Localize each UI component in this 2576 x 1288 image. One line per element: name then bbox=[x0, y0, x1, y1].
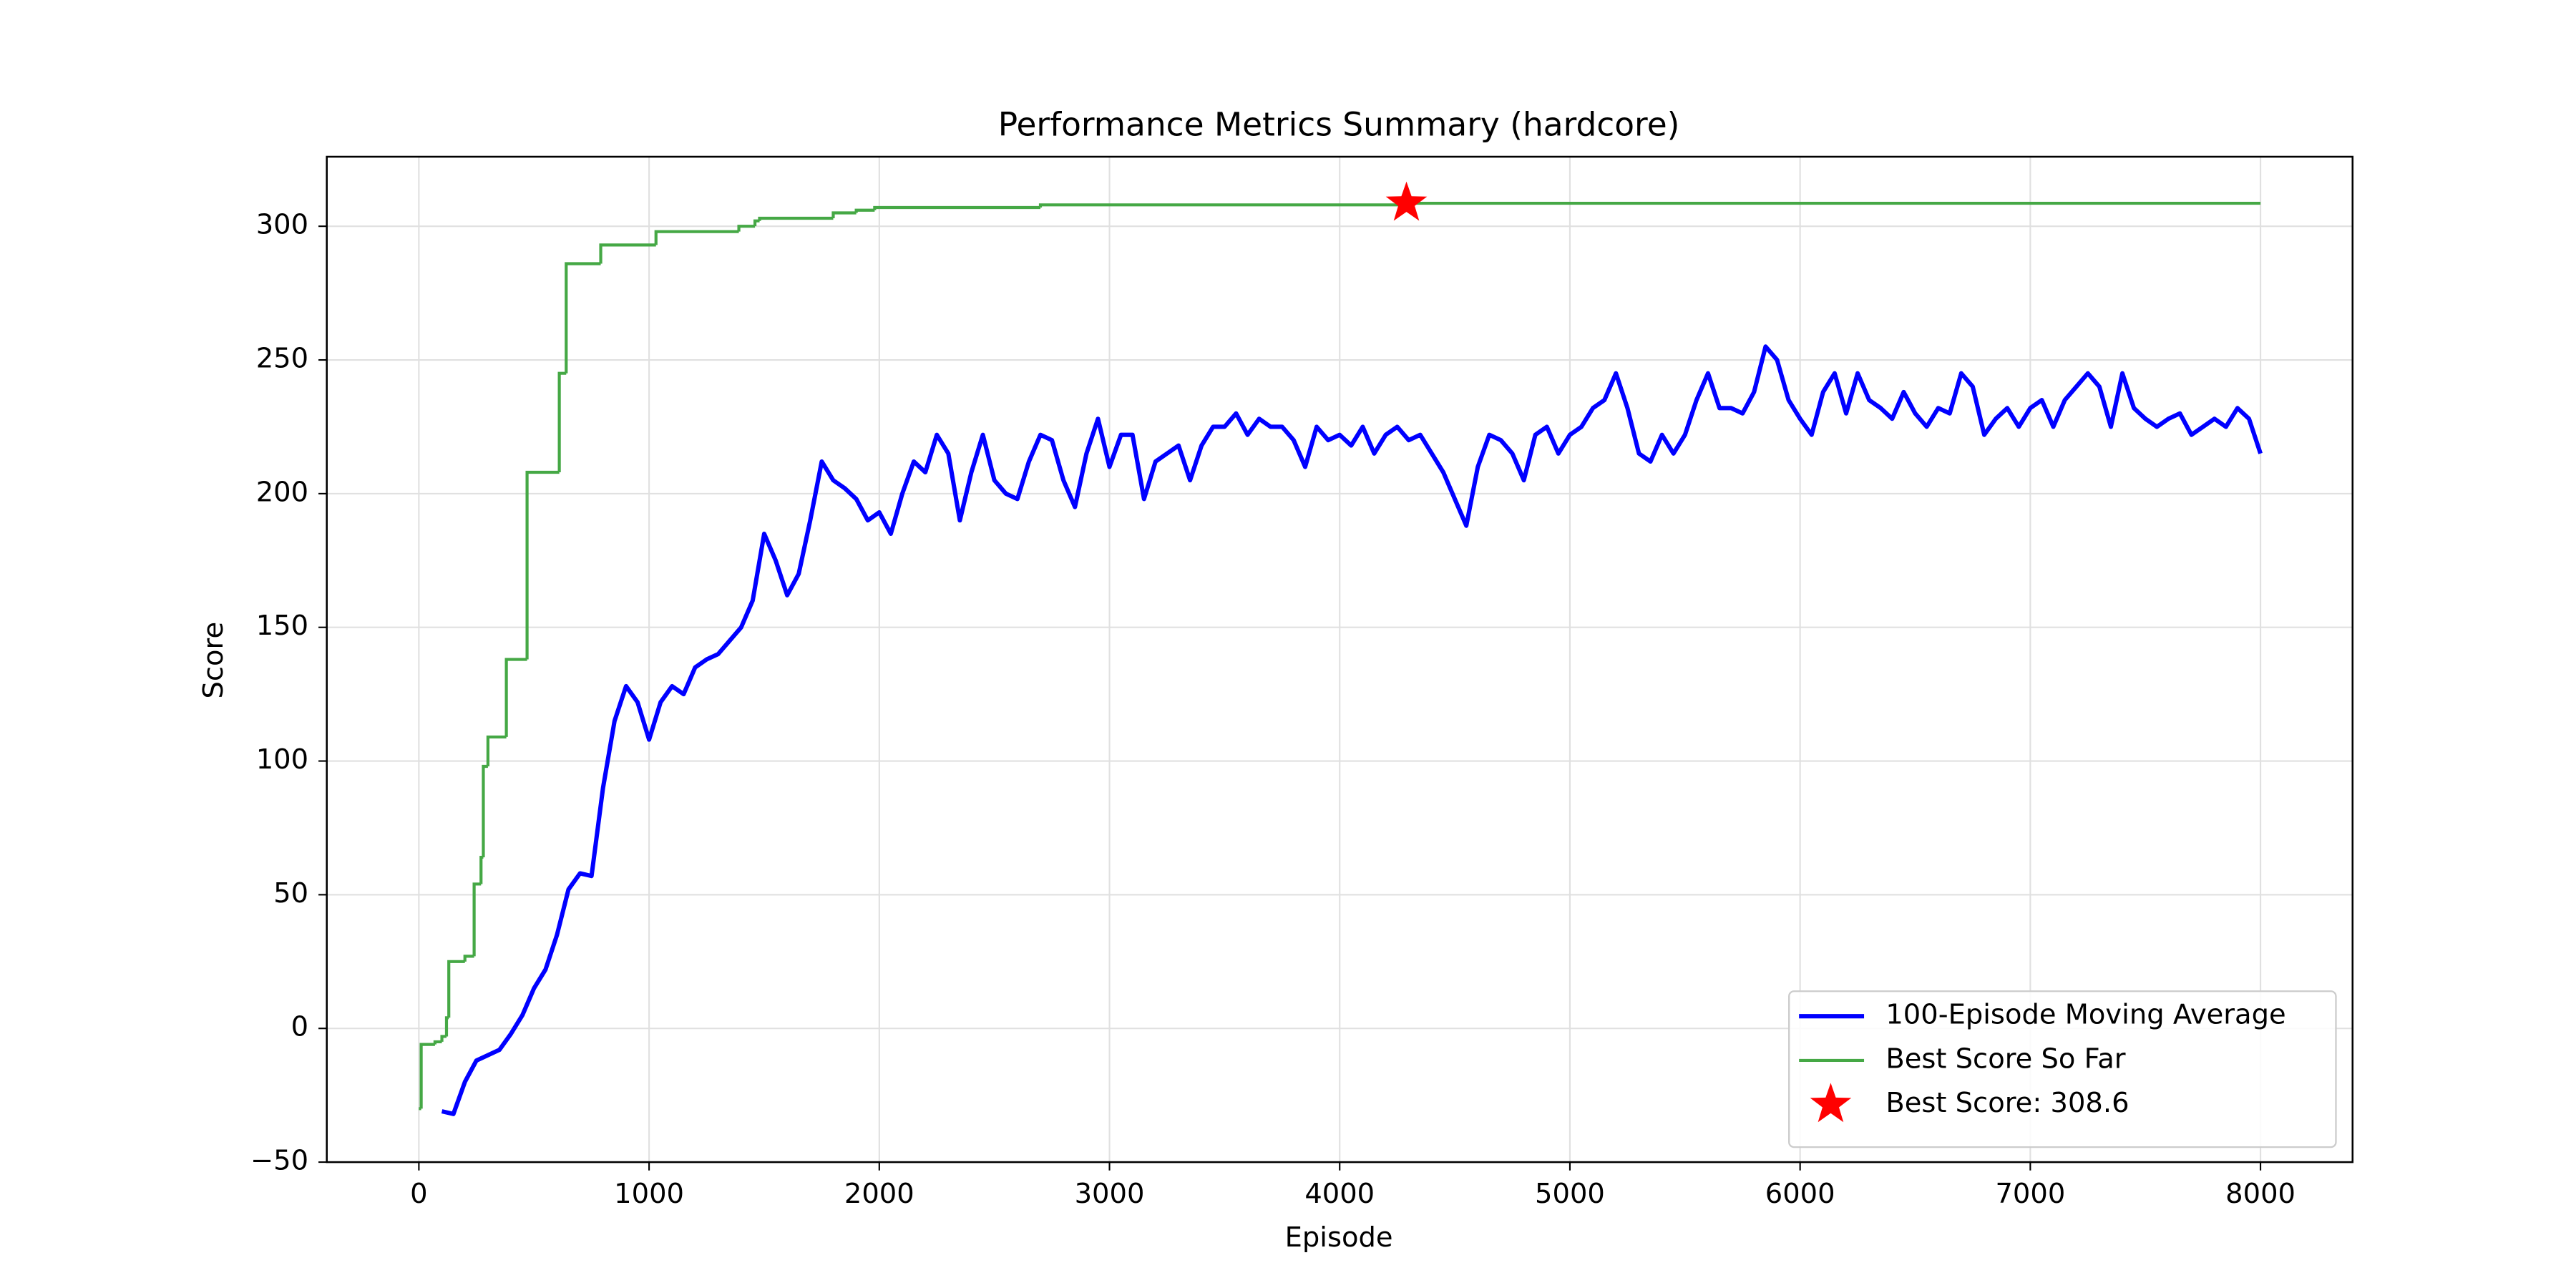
x-tick-label: 0 bbox=[410, 1178, 427, 1210]
best-score-step bbox=[565, 262, 601, 374]
best-score-step bbox=[1038, 203, 1407, 208]
legend-label: Best Score So Far bbox=[1885, 1043, 2125, 1075]
legend-label: 100-Episode Moving Average bbox=[1885, 999, 2285, 1031]
y-tick-label: 0 bbox=[291, 1011, 308, 1043]
best-score-step bbox=[1405, 201, 2261, 205]
best-score-step bbox=[758, 216, 834, 221]
best-score-step bbox=[854, 208, 875, 213]
y-tick-label: 150 bbox=[256, 610, 308, 642]
best-score-star bbox=[1385, 181, 1428, 221]
best-score-step bbox=[479, 855, 484, 884]
legend-box bbox=[1788, 990, 2337, 1148]
best-score-step bbox=[557, 371, 567, 472]
best-score-step bbox=[472, 882, 482, 957]
x-tick-label: 5000 bbox=[1535, 1178, 1605, 1210]
x-tick-label: 3000 bbox=[1075, 1178, 1145, 1210]
best-score-step bbox=[419, 1043, 435, 1109]
best-score-step bbox=[486, 735, 507, 767]
y-tick-label: 300 bbox=[256, 209, 308, 241]
best-score-step bbox=[440, 1035, 447, 1042]
legend-label: Best Score: 308.6 bbox=[1885, 1087, 2129, 1119]
x-tick-label: 1000 bbox=[614, 1178, 684, 1210]
best-score-step bbox=[525, 470, 560, 660]
chart-title: Performance Metrics Summary (hardcore) bbox=[998, 106, 1680, 144]
legend-symbol bbox=[1810, 1083, 1852, 1123]
y-tick-label: 100 bbox=[256, 743, 308, 776]
moving-average-line bbox=[441, 344, 2263, 1116]
y-tick-label: −50 bbox=[250, 1145, 308, 1177]
x-tick-label: 7000 bbox=[1995, 1178, 2065, 1210]
y-tick-label: 50 bbox=[273, 877, 308, 909]
best-score-step bbox=[482, 764, 488, 858]
x-axis-label: Episode bbox=[1285, 1221, 1393, 1254]
x-tick-label: 6000 bbox=[1765, 1178, 1835, 1210]
y-tick-label: 250 bbox=[256, 343, 308, 375]
best-score-step bbox=[654, 230, 739, 245]
y-tick-label: 200 bbox=[256, 476, 308, 508]
best-score-step bbox=[433, 1040, 442, 1045]
x-tick-label: 4000 bbox=[1304, 1178, 1375, 1210]
plot-frame bbox=[326, 155, 2354, 1163]
x-tick-label: 2000 bbox=[844, 1178, 914, 1210]
best-score-step bbox=[463, 955, 474, 962]
best-score-step bbox=[753, 219, 760, 227]
best-score-step bbox=[447, 960, 465, 1018]
y-axis-label: Score bbox=[197, 622, 230, 699]
x-tick-label: 8000 bbox=[2225, 1178, 2296, 1210]
best-score-step bbox=[873, 205, 1041, 210]
best-score-step bbox=[504, 658, 527, 737]
best-score-step bbox=[599, 243, 656, 264]
best-score-step bbox=[444, 1016, 449, 1037]
best-score-step bbox=[831, 211, 857, 218]
best-score-step bbox=[737, 225, 756, 232]
